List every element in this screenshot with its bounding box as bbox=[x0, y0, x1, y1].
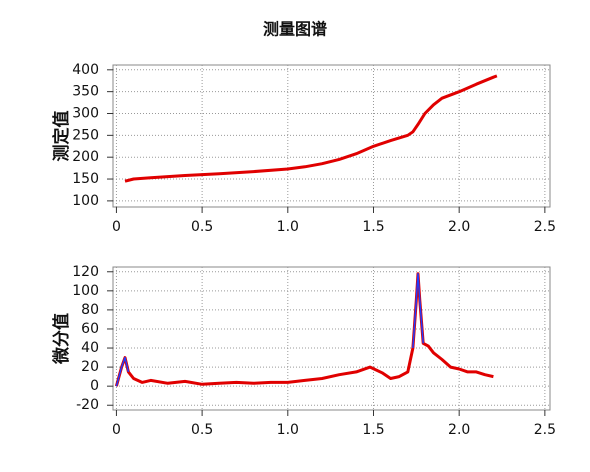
x-tick-label: 1.5 bbox=[362, 422, 384, 438]
x-tick-label: 2.0 bbox=[448, 219, 470, 235]
x-tick-label: 0.5 bbox=[191, 219, 213, 235]
x-tick-label: 1.0 bbox=[277, 219, 299, 235]
plot-frame bbox=[112, 266, 551, 411]
plot-frame bbox=[112, 64, 551, 208]
y-axis-label: 测定值 bbox=[51, 111, 72, 162]
x-tick-label: 0.5 bbox=[191, 422, 213, 438]
data-line bbox=[124, 74, 498, 183]
y-tick-label: 250 bbox=[72, 127, 99, 143]
y-tick-label: 100 bbox=[72, 193, 99, 209]
x-tick-label: 2.5 bbox=[534, 422, 556, 438]
chart-title: 测量图谱 bbox=[263, 20, 327, 39]
data-line bbox=[115, 272, 424, 387]
y-axis-label: 微分值 bbox=[51, 313, 72, 365]
y-tick-label: 300 bbox=[72, 105, 99, 121]
x-tick-label: 0 bbox=[112, 219, 121, 235]
y-tick-label: 100 bbox=[72, 283, 99, 299]
y-tick-label: -20 bbox=[76, 397, 99, 413]
x-tick-label: 1.5 bbox=[362, 219, 384, 235]
y-tick-label: 150 bbox=[72, 171, 99, 187]
y-tick-label: 200 bbox=[72, 149, 99, 165]
y-tick-label: 20 bbox=[81, 359, 99, 375]
y-tick-label: 60 bbox=[81, 321, 99, 337]
y-tick-label: 80 bbox=[81, 302, 99, 318]
x-tick-label: 0 bbox=[112, 422, 121, 438]
x-tick-label: 2.5 bbox=[534, 219, 556, 235]
y-tick-label: 0 bbox=[90, 378, 99, 394]
data-line bbox=[114, 272, 494, 387]
x-tick-label: 2.0 bbox=[448, 422, 470, 438]
y-tick-label: 40 bbox=[81, 340, 99, 356]
y-tick-label: 400 bbox=[72, 62, 99, 78]
y-tick-label: 350 bbox=[72, 84, 99, 100]
y-tick-label: 120 bbox=[72, 264, 99, 280]
x-tick-label: 1.0 bbox=[277, 422, 299, 438]
